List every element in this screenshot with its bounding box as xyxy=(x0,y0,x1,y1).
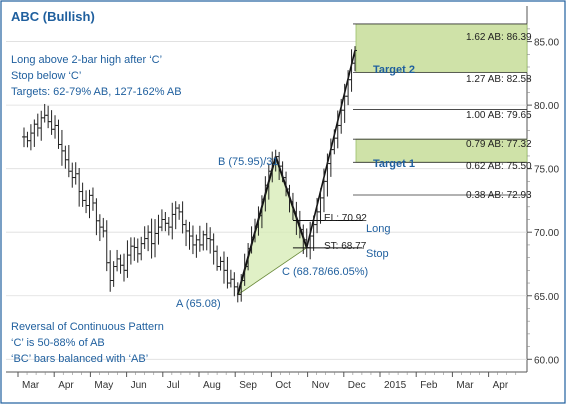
y-tick-label: 60.00 xyxy=(534,355,559,366)
x-tick-label: Mar xyxy=(22,380,40,391)
ac-leg xyxy=(237,247,307,296)
abc-triangle xyxy=(236,50,356,296)
point-c-label: C (68.78/66.05%) xyxy=(282,266,368,278)
x-tick-label: Feb xyxy=(420,380,438,391)
x-tick-label: Mar xyxy=(456,380,474,391)
x-tick-label: May xyxy=(94,380,113,391)
target-1-label: Target 1 xyxy=(373,158,415,170)
x-tick-label: 2015 xyxy=(384,380,407,391)
point-a-label: A (65.08) xyxy=(176,298,221,310)
ab-leg xyxy=(236,156,277,295)
note-bottom-3: ‘BC’ bars balanced with ‘AB’ xyxy=(11,353,148,365)
target-2-label: Target 2 xyxy=(373,64,415,76)
x-tick-label: Apr xyxy=(58,380,74,391)
fib-label-0-62: 0.62 AB: 75.50 xyxy=(466,161,532,172)
y-tick-label: 70.00 xyxy=(534,228,559,239)
fib-levels xyxy=(353,23,527,196)
stop-level-label: ST: 68.77 xyxy=(324,241,367,252)
y-axis-labels: 85.00 80.00 75.00 70.00 65.00 60.00 xyxy=(527,28,559,366)
point-b-label: B (75.95)/31 xyxy=(218,156,279,168)
fib-label-1-62: 1.62 AB: 86.39 xyxy=(466,32,532,43)
fib-label-0-79: 0.79 AB: 77.32 xyxy=(466,139,532,150)
x-tick-label: Jul xyxy=(167,380,180,391)
target-zones xyxy=(355,23,528,163)
price-bars xyxy=(22,46,357,303)
note-bottom-2: ‘C’ is 50-88% of AB xyxy=(11,337,105,349)
y-tick-label: 65.00 xyxy=(534,292,559,303)
entry-long-tag: Long xyxy=(366,223,390,235)
y-tick-label: 85.00 xyxy=(534,38,559,49)
x-axis-labels: Mar Apr May Jun Jul Aug Sep Oct Nov Dec 2015 Feb Mar… xyxy=(17,372,517,391)
x-tick-label: Aug xyxy=(203,380,221,391)
x-tick-label: Sep xyxy=(239,380,257,391)
x-tick-label: Apr xyxy=(493,380,509,391)
chart-title: ABC (Bullish) xyxy=(11,9,95,24)
y-tick-label: 75.00 xyxy=(534,165,559,176)
x-tick-label: Nov xyxy=(312,380,330,391)
fib-label-0-38: 0.38 AB: 72.93 xyxy=(466,190,532,201)
target-zone-2 xyxy=(355,23,528,73)
fib-label-1-00: 1.00 AB: 79.65 xyxy=(466,110,532,121)
x-tick-label: Oct xyxy=(275,380,291,391)
entry-level-label: EL: 70.92 xyxy=(324,213,367,224)
y-tick-label: 80.00 xyxy=(534,101,559,112)
fib-label-1-27: 1.27 AB: 82.58 xyxy=(466,74,532,85)
x-tick-label: Dec xyxy=(348,380,366,391)
note-top-1: Long above 2-bar high after ‘C’ xyxy=(11,54,162,66)
note-bottom-1: Reversal of Continuous Pattern xyxy=(11,321,164,333)
stop-tag: Stop xyxy=(366,248,389,260)
note-top-3: Targets: 62-79% AB, 127-162% AB xyxy=(11,86,182,98)
abc-fill xyxy=(237,156,307,295)
trade-levels xyxy=(292,220,362,249)
note-top-2: Stop below ‘C’ xyxy=(11,70,81,82)
x-tick-label: Jun xyxy=(131,380,147,391)
